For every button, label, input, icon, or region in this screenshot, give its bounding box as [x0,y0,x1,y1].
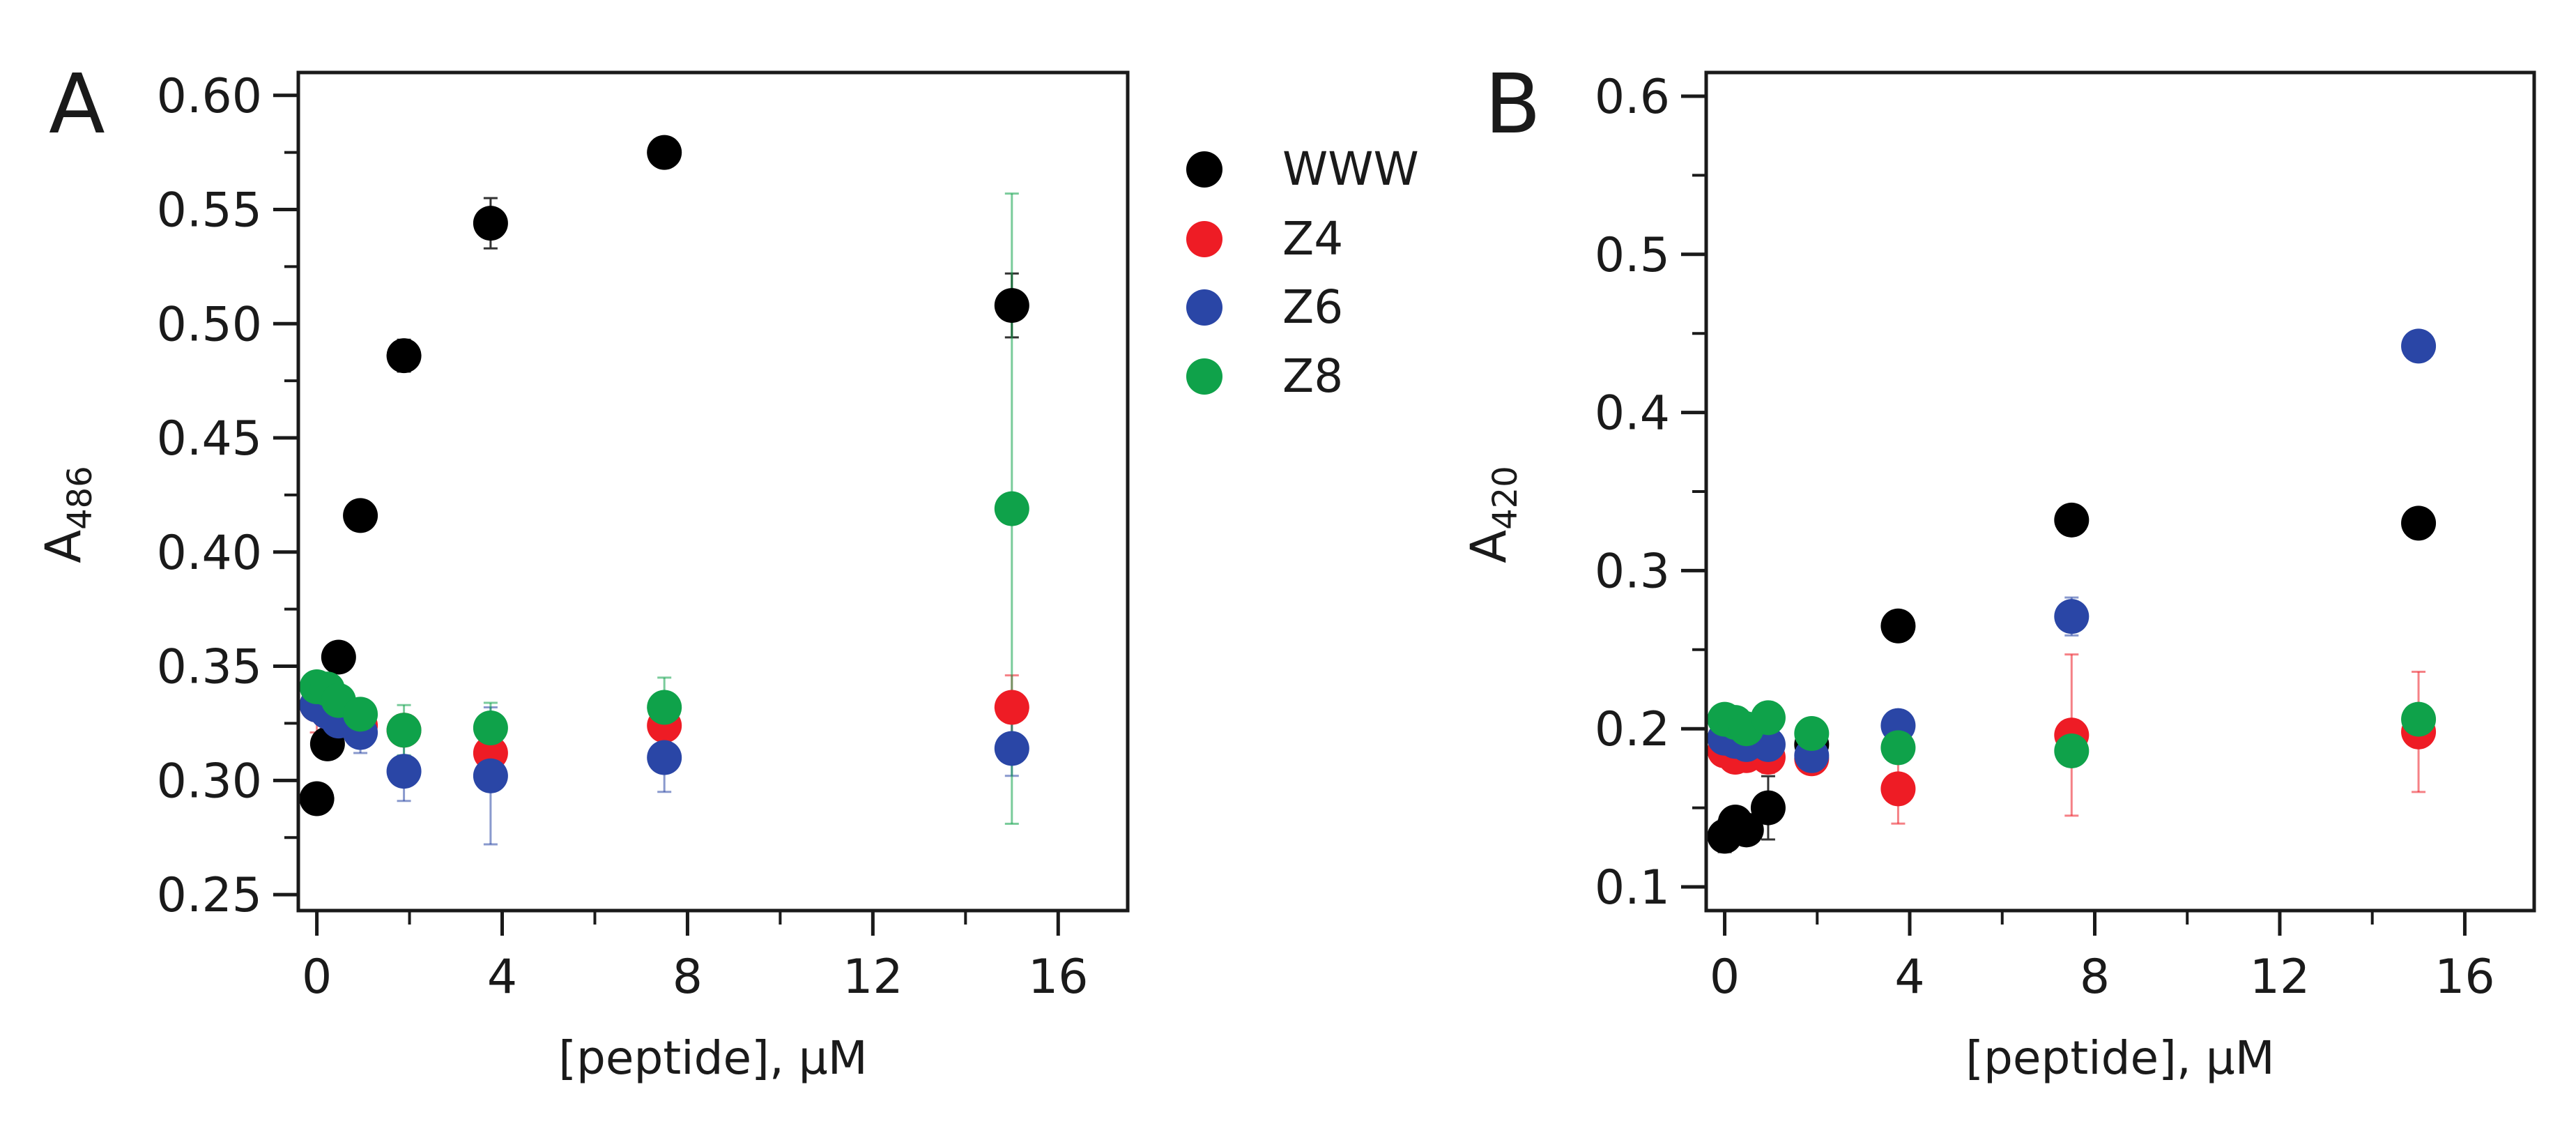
panel-b-z8-point [2401,701,2437,737]
panel-b-www-point [1728,812,1764,848]
panel-a-z8-point [343,697,378,732]
panel-b-www-point [2401,505,2437,541]
panel-a-www-point [473,206,508,241]
panel-a: A 0 4 8 12 16 0.250.300.350.400.450.500.550.… [35,56,1130,1085]
panel-a-y-tick-label: 0.50 [157,297,262,352]
legend-marker-z6 [1186,289,1222,326]
panel-a-z4-point [994,690,1029,725]
panel-b-y-axis-label: A420 [1460,466,1525,563]
panel-b: B 0 4 8 12 16 0.1 0.2 0.3 0.4 0.5 0.6 [peptide], … [1460,56,2536,1085]
panel-b-x-tick-labels: 0 4 8 12 16 [1710,950,2495,1005]
panel-b-x-tick-label: 8 [2080,950,2110,1005]
panel-a-y-tick-labels: 0.25 0.30 0.35 0.40 0.45 0.50 0.55 0.60 [157,69,262,923]
panel-b-x-tick-label: 0 [1710,950,1740,1005]
panel-a-points [299,135,1029,816]
panel-b-y-tick-label: 0.4 [1595,386,1670,441]
panel-b-y-tick-label: 0.1 [1595,860,1670,915]
panel-a-z8-point [647,690,682,725]
panel-b-y-tick-label: 0.6 [1595,70,1670,125]
panel-a-www-point [343,498,378,533]
panel-a-y-tick-label: 0.45 [157,411,262,466]
panel-a-www-point [647,135,682,170]
panel-a-x-tick-labels: 0 4 8 12 16 [302,950,1089,1005]
panel-a-www-point [386,338,422,374]
panel-a-tick-marks [273,93,1060,936]
panel-a-z6-point [647,740,682,775]
panel-b-z8-point [2054,733,2090,768]
legend-marker-z8 [1186,358,1222,395]
legend-label-z6: Z6 [1282,280,1343,334]
panel-a-y-tick-label: 0.30 [157,754,262,809]
panel-a-y-axis-label-main: A [35,530,92,563]
panel-b-points [1707,328,2437,854]
legend: WWW Z4 Z6 Z8 [1186,142,1419,403]
panel-a-z6-point [473,758,508,793]
panel-a-label: A [49,56,105,152]
legend-label-z4: Z4 [1282,212,1343,266]
legend-item-z4: Z4 [1186,212,1343,266]
panel-a-y-axis-label: A486 [35,466,100,563]
panel-b-x-tick-label: 16 [2435,950,2495,1005]
panel-a-frame [296,70,1130,913]
panel-a-www-point [299,781,335,816]
legend-marker-www [1186,151,1222,188]
panel-a-www-point [321,639,356,675]
panel-b-www-point [1750,790,1786,826]
panel-b-y-axis-label-sub: 420 [1486,466,1525,530]
panel-a-y-tick-label: 0.55 [157,183,262,238]
panel-b-z4-point [1880,771,1916,807]
panel-b-y-tick-labels: 0.1 0.2 0.3 0.4 0.5 0.6 [1595,70,1670,915]
panel-a-y-tick-label: 0.25 [157,868,262,923]
panel-b-x-tick-label: 4 [1894,950,1924,1005]
panel-b-z8-point [1750,700,1786,736]
panel-b-x-axis-label: [peptide], μM [1965,1031,2275,1085]
panel-a-x-axis-label: [peptide], μM [558,1031,868,1085]
panel-b-y-tick-label: 0.5 [1595,228,1670,283]
panel-a-y-axis-label-sub: 486 [61,466,100,530]
panel-b-frame [1704,70,2536,913]
legend-label-www: WWW [1282,142,1419,196]
panel-a-x-tick-label: 0 [302,950,332,1005]
panel-b-x-tick-label: 12 [2250,950,2310,1005]
panel-b-z8-point [1880,730,1916,766]
legend-marker-z4 [1186,221,1222,257]
panel-a-www-point [994,288,1029,324]
panel-a-z8-point [473,710,508,745]
panel-b-www-point [1880,608,1916,644]
panel-a-z8-point [386,713,422,748]
legend-item-www: WWW [1186,142,1419,196]
panel-a-x-tick-label: 16 [1028,950,1089,1005]
panel-a-x-tick-label: 4 [487,950,517,1005]
panel-b-www-point [2054,502,2090,538]
panel-b-y-tick-label: 0.2 [1595,702,1670,757]
legend-item-z6: Z6 [1186,280,1343,334]
panel-b-label: B [1485,56,1541,152]
panel-a-z8-point [994,491,1029,526]
panel-b-tick-marks [1681,94,2467,936]
panel-a-y-tick-label: 0.60 [157,69,262,124]
panel-b-z8-point [1794,715,1830,751]
panel-a-x-tick-label: 8 [673,950,703,1005]
panel-b-y-axis-label-main: A [1460,530,1517,563]
panel-a-x-tick-label: 12 [843,950,903,1005]
panel-a-y-tick-label: 0.40 [157,526,262,581]
panel-b-y-tick-label: 0.3 [1595,544,1670,599]
panel-b-z6-point [2054,599,2090,634]
panel-a-z6-point [386,754,422,789]
legend-label-z8: Z8 [1282,349,1343,403]
panel-a-z6-point [994,731,1029,766]
panel-a-y-tick-label: 0.35 [157,640,262,695]
legend-item-z8: Z8 [1186,349,1343,403]
panel-b-z6-point [2401,328,2437,364]
